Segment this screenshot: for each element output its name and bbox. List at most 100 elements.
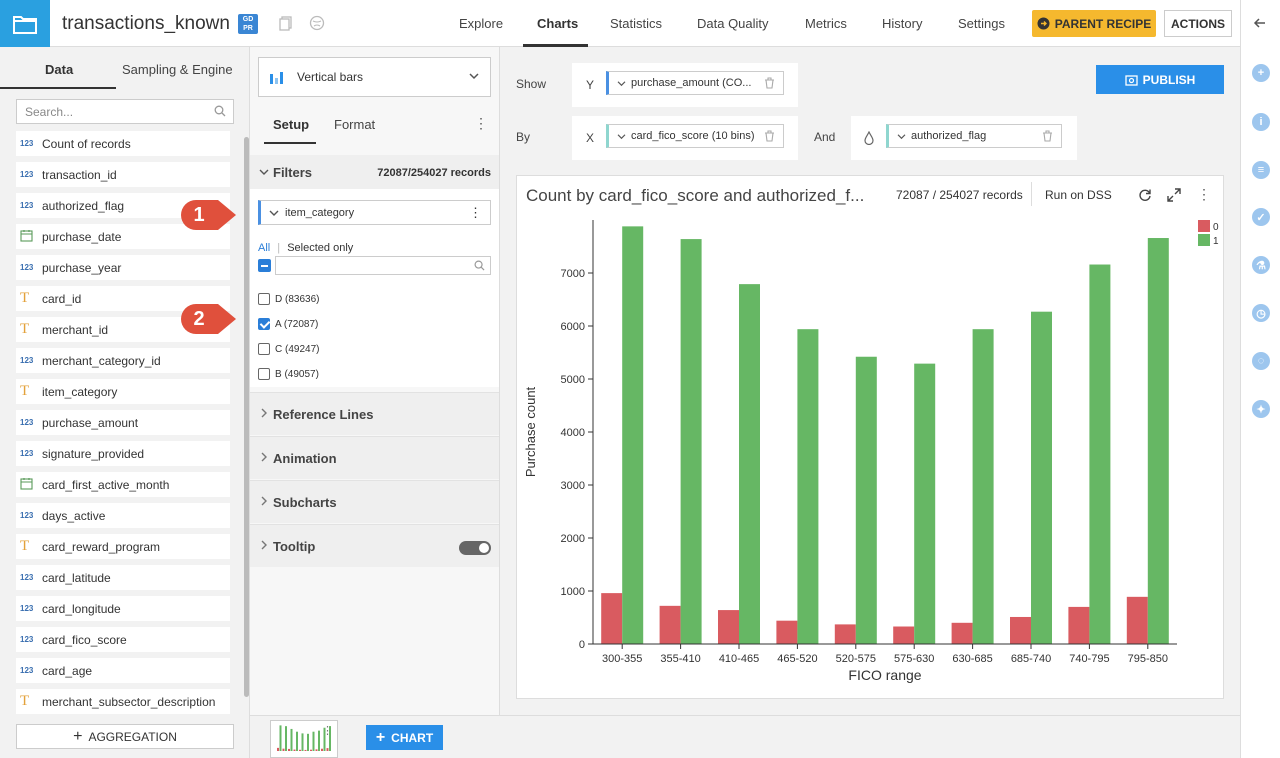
- tab-setup[interactable]: Setup: [273, 117, 310, 132]
- schema-icon[interactable]: ≡: [1252, 161, 1270, 179]
- column-item[interactable]: 123 card_longitude: [16, 596, 230, 621]
- column-search-input[interactable]: Search...: [16, 99, 234, 124]
- column-item[interactable]: card_first_active_month: [16, 472, 230, 497]
- filter-checkbox[interactable]: [258, 368, 270, 380]
- section-reference-lines[interactable]: Reference Lines: [250, 392, 499, 435]
- bar-series-1[interactable]: [797, 329, 819, 644]
- bar-series-1[interactable]: [855, 356, 877, 644]
- filter-options-icon[interactable]: ⋮: [469, 205, 482, 220]
- trash-icon[interactable]: [764, 130, 775, 142]
- dataset-folder-icon[interactable]: [0, 0, 50, 47]
- add-chart-button[interactable]: + CHART: [366, 725, 443, 750]
- column-item[interactable]: 123 purchase_amount: [16, 410, 230, 435]
- gdpr-badge[interactable]: GD PR: [238, 14, 258, 34]
- nav-charts[interactable]: Charts: [537, 16, 579, 31]
- bar-series-1[interactable]: [680, 239, 702, 644]
- section-animation[interactable]: Animation: [250, 436, 499, 479]
- color-field-pill[interactable]: authorized_flag: [886, 124, 1062, 148]
- bar-series-0[interactable]: [1068, 606, 1090, 644]
- expand-icon[interactable]: [1167, 188, 1181, 202]
- nav-data-quality[interactable]: Data Quality: [697, 16, 769, 31]
- column-item[interactable]: 123 signature_provided: [16, 441, 230, 466]
- trash-icon[interactable]: [764, 77, 775, 89]
- run-engine-selector[interactable]: Run on DSS: [1045, 188, 1112, 202]
- filter-checkbox[interactable]: [258, 293, 270, 305]
- nav-statistics[interactable]: Statistics: [610, 16, 663, 31]
- bar-series-1[interactable]: [914, 363, 936, 644]
- filter-checkbox[interactable]: [258, 343, 270, 355]
- column-item[interactable]: 123 transaction_id: [16, 162, 230, 187]
- bar-series-0[interactable]: [951, 622, 973, 644]
- column-item[interactable]: 123 purchase_year: [16, 255, 230, 280]
- filter-all-link[interactable]: All: [258, 242, 271, 254]
- nav-settings[interactable]: Settings: [958, 16, 1005, 31]
- nav-explore[interactable]: Explore: [459, 16, 504, 31]
- info-icon[interactable]: i: [1252, 113, 1270, 131]
- refresh-icon[interactable]: [1138, 188, 1152, 202]
- tab-sampling-engine[interactable]: Sampling & Engine: [122, 62, 233, 77]
- filter-value-row[interactable]: A (72087): [258, 318, 318, 330]
- discussion-icon[interactable]: ◌: [1252, 352, 1270, 370]
- publish-button[interactable]: PUBLISH: [1096, 65, 1224, 94]
- select-all-checkbox[interactable]: [258, 259, 271, 272]
- add-aggregation-button[interactable]: + AGGREGATION: [16, 724, 234, 749]
- bar-series-0[interactable]: [1126, 596, 1148, 644]
- filter-selected-only-link[interactable]: Selected only: [287, 242, 354, 254]
- bar-series-1[interactable]: [739, 284, 760, 644]
- column-list-scrollbar[interactable]: [244, 137, 249, 697]
- copy-icon[interactable]: [278, 15, 294, 31]
- bar-series-0[interactable]: [718, 610, 739, 644]
- bar-series-0[interactable]: [659, 605, 681, 644]
- bar-series-0[interactable]: [601, 593, 623, 644]
- section-tooltip[interactable]: Tooltip: [250, 524, 499, 567]
- y-dropzone[interactable]: Y purchase_amount (CO...: [572, 63, 798, 107]
- actions-button[interactable]: ACTIONS: [1164, 10, 1232, 37]
- add-icon[interactable]: +: [1252, 64, 1270, 82]
- column-item[interactable]: 123 card_age: [16, 658, 230, 683]
- column-item[interactable]: 123 days_active: [16, 503, 230, 528]
- nav-history[interactable]: History: [882, 16, 923, 31]
- column-item[interactable]: 123 card_latitude: [16, 565, 230, 590]
- filter-item-category[interactable]: item_category ⋮: [258, 200, 491, 225]
- tab-format[interactable]: Format: [334, 117, 376, 132]
- bar-series-1[interactable]: [1147, 238, 1169, 644]
- collapse-arrow-icon[interactable]: [1253, 16, 1267, 33]
- x-dropzone[interactable]: X card_fico_score (10 bins): [572, 116, 798, 160]
- column-item[interactable]: 123 Count of records: [16, 131, 230, 156]
- chart-type-select[interactable]: Vertical bars: [258, 57, 491, 97]
- filter-value-row[interactable]: C (49247): [258, 343, 319, 355]
- parent-recipe-button[interactable]: PARENT RECIPE: [1032, 10, 1156, 37]
- check-icon[interactable]: ✓: [1252, 208, 1270, 226]
- x-field-pill[interactable]: card_fico_score (10 bins): [606, 124, 784, 148]
- timeline-icon[interactable]: ◷: [1252, 304, 1270, 322]
- bar-series-1[interactable]: [1031, 311, 1052, 644]
- more-options-icon[interactable]: ⋮: [474, 115, 488, 131]
- bar-series-0[interactable]: [893, 626, 915, 644]
- share-globe-icon[interactable]: [309, 15, 325, 31]
- bar-series-0[interactable]: [834, 624, 856, 644]
- section-subcharts[interactable]: Subcharts: [250, 480, 499, 523]
- filter-values-search-input[interactable]: [275, 256, 491, 275]
- filter-checkbox[interactable]: [258, 318, 270, 330]
- column-item[interactable]: 123 merchant_category_id: [16, 348, 230, 373]
- tab-data[interactable]: Data: [45, 62, 74, 77]
- y-field-pill[interactable]: purchase_amount (CO...: [606, 71, 784, 95]
- bar-series-1[interactable]: [622, 226, 644, 645]
- bar-series-1[interactable]: [1089, 264, 1111, 644]
- lab-icon[interactable]: ⚗: [1252, 256, 1270, 274]
- filter-value-row[interactable]: B (49057): [258, 368, 319, 380]
- bar-series-1[interactable]: [972, 329, 994, 644]
- chart-thumbnail[interactable]: ⋮: [270, 720, 338, 758]
- bar-series-0[interactable]: [776, 620, 798, 644]
- nav-metrics[interactable]: Metrics: [805, 16, 847, 31]
- column-item[interactable]: 123 card_fico_score: [16, 627, 230, 652]
- legend-swatch[interactable]: [1198, 234, 1210, 246]
- trash-icon[interactable]: [1042, 130, 1053, 142]
- color-dropzone[interactable]: authorized_flag: [851, 116, 1077, 160]
- filters-header[interactable]: Filters 72087/254027 records: [250, 155, 499, 189]
- bar-series-0[interactable]: [1010, 616, 1031, 644]
- ai-assist-icon[interactable]: ✦: [1252, 400, 1270, 418]
